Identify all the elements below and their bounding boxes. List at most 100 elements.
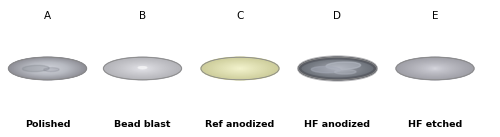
Ellipse shape: [416, 63, 454, 74]
Ellipse shape: [434, 68, 436, 69]
Ellipse shape: [336, 68, 339, 69]
Ellipse shape: [36, 65, 59, 72]
Ellipse shape: [316, 62, 359, 75]
Ellipse shape: [334, 68, 341, 69]
Ellipse shape: [432, 68, 438, 69]
Ellipse shape: [316, 62, 360, 75]
Ellipse shape: [298, 57, 376, 80]
Ellipse shape: [398, 58, 472, 79]
Ellipse shape: [36, 65, 59, 72]
Ellipse shape: [325, 65, 350, 72]
Ellipse shape: [224, 64, 256, 73]
Ellipse shape: [136, 67, 148, 70]
Ellipse shape: [214, 61, 266, 76]
Ellipse shape: [216, 62, 264, 75]
Ellipse shape: [26, 62, 70, 75]
Ellipse shape: [32, 64, 62, 73]
Ellipse shape: [22, 61, 74, 76]
Ellipse shape: [118, 61, 167, 76]
Ellipse shape: [110, 59, 175, 78]
Ellipse shape: [222, 63, 258, 74]
Ellipse shape: [9, 57, 86, 80]
Ellipse shape: [312, 66, 340, 73]
Ellipse shape: [14, 59, 80, 78]
Ellipse shape: [415, 63, 455, 74]
Ellipse shape: [22, 61, 73, 76]
Ellipse shape: [412, 62, 459, 75]
Ellipse shape: [303, 59, 372, 78]
Ellipse shape: [328, 66, 347, 71]
Ellipse shape: [422, 65, 448, 72]
Ellipse shape: [424, 65, 446, 72]
Ellipse shape: [132, 65, 153, 72]
Text: A: A: [44, 11, 51, 21]
Ellipse shape: [419, 64, 451, 73]
Ellipse shape: [426, 66, 444, 71]
Ellipse shape: [238, 68, 242, 69]
Ellipse shape: [406, 60, 464, 77]
Ellipse shape: [333, 67, 342, 70]
Ellipse shape: [403, 59, 467, 78]
Ellipse shape: [218, 62, 262, 75]
Ellipse shape: [212, 60, 268, 77]
Ellipse shape: [420, 64, 450, 73]
Ellipse shape: [28, 63, 67, 74]
Ellipse shape: [206, 59, 274, 78]
Ellipse shape: [326, 65, 349, 72]
Ellipse shape: [324, 65, 351, 72]
Ellipse shape: [328, 66, 346, 71]
Ellipse shape: [231, 66, 249, 71]
Ellipse shape: [124, 63, 162, 74]
Ellipse shape: [417, 63, 453, 74]
Ellipse shape: [238, 68, 242, 69]
Ellipse shape: [20, 60, 76, 77]
Ellipse shape: [18, 60, 77, 77]
Ellipse shape: [212, 61, 268, 76]
Ellipse shape: [20, 61, 75, 76]
Ellipse shape: [300, 58, 375, 79]
Ellipse shape: [420, 64, 450, 73]
Ellipse shape: [312, 61, 364, 76]
Ellipse shape: [120, 62, 164, 75]
Ellipse shape: [335, 68, 340, 69]
Ellipse shape: [226, 65, 254, 72]
Ellipse shape: [142, 68, 143, 69]
Ellipse shape: [119, 62, 166, 75]
Ellipse shape: [201, 57, 279, 80]
Ellipse shape: [107, 58, 178, 79]
Text: Polished: Polished: [25, 120, 70, 129]
Ellipse shape: [24, 62, 72, 75]
Ellipse shape: [306, 59, 370, 78]
Ellipse shape: [332, 67, 342, 70]
Ellipse shape: [203, 58, 277, 79]
Ellipse shape: [396, 57, 474, 80]
Ellipse shape: [39, 66, 56, 71]
Ellipse shape: [129, 65, 156, 72]
Ellipse shape: [23, 61, 72, 76]
Ellipse shape: [112, 59, 174, 78]
Ellipse shape: [207, 59, 273, 78]
Ellipse shape: [120, 62, 165, 75]
Ellipse shape: [424, 65, 446, 72]
Ellipse shape: [11, 58, 84, 79]
Ellipse shape: [324, 65, 350, 72]
Ellipse shape: [401, 59, 469, 78]
Ellipse shape: [424, 65, 446, 72]
Ellipse shape: [10, 58, 85, 79]
Ellipse shape: [108, 59, 177, 78]
Ellipse shape: [38, 66, 57, 71]
Ellipse shape: [112, 60, 172, 77]
Ellipse shape: [413, 62, 457, 75]
Ellipse shape: [234, 67, 246, 70]
Ellipse shape: [326, 65, 348, 72]
Ellipse shape: [402, 59, 468, 78]
Ellipse shape: [32, 64, 63, 73]
Ellipse shape: [132, 65, 154, 72]
Ellipse shape: [47, 68, 48, 69]
Ellipse shape: [320, 63, 355, 74]
Ellipse shape: [130, 65, 155, 72]
Ellipse shape: [30, 63, 66, 74]
Ellipse shape: [310, 61, 365, 76]
Ellipse shape: [300, 58, 374, 79]
Ellipse shape: [214, 61, 266, 76]
